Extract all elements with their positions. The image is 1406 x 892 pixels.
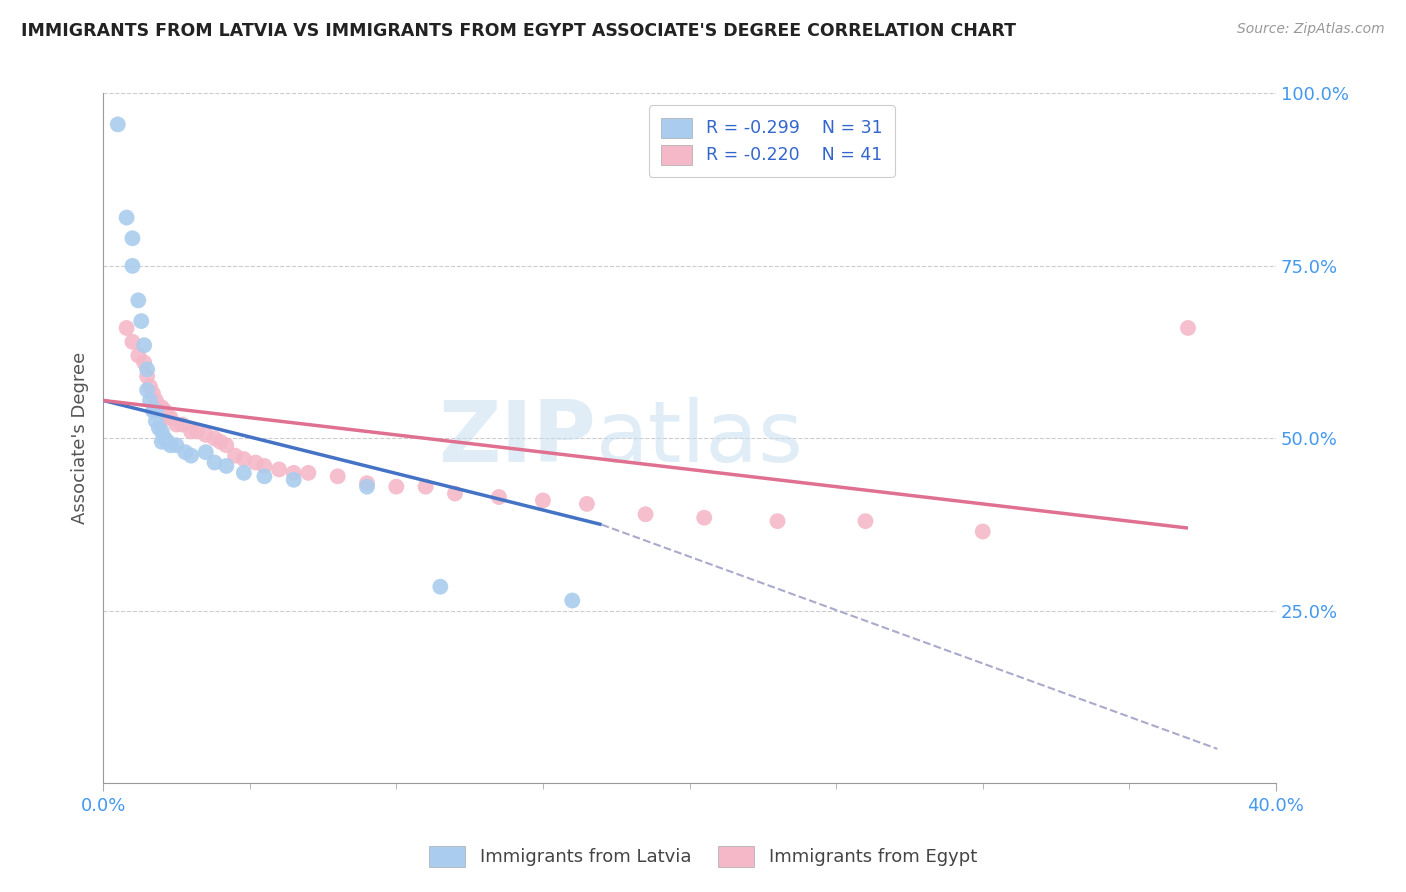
Point [429, 580, 451, 594]
Point [224, 449, 246, 463]
Point [253, 469, 276, 483]
Point [153, 431, 176, 445]
Point [180, 449, 202, 463]
Point [693, 510, 716, 524]
Point [139, 393, 162, 408]
Point [297, 466, 319, 480]
Text: IMMIGRANTS FROM LATVIA VS IMMIGRANTS FROM EGYPT ASSOCIATE'S DEGREE CORRELATION C: IMMIGRANTS FROM LATVIA VS IMMIGRANTS FRO… [21, 22, 1017, 40]
Point [115, 211, 138, 225]
Point [194, 445, 217, 459]
Y-axis label: Associate's Degree: Associate's Degree [72, 352, 89, 524]
Point [145, 393, 167, 408]
Point [139, 379, 162, 393]
Point [855, 514, 877, 528]
Point [634, 508, 657, 522]
Point [488, 490, 510, 504]
Point [575, 497, 598, 511]
Point [142, 403, 165, 417]
Point [156, 410, 179, 425]
Point [150, 425, 173, 439]
Point [136, 362, 159, 376]
Point [253, 458, 276, 473]
Point [150, 434, 173, 449]
Point [142, 386, 165, 401]
Point [356, 476, 378, 491]
Point [1177, 321, 1199, 335]
Text: ZIP: ZIP [437, 397, 596, 480]
Point [159, 410, 181, 425]
Point [159, 438, 181, 452]
Legend: R = -0.299    N = 31, R = -0.220    N = 41: R = -0.299 N = 31, R = -0.220 N = 41 [648, 105, 894, 177]
Point [127, 349, 149, 363]
Point [561, 593, 583, 607]
Point [194, 428, 217, 442]
Point [215, 458, 238, 473]
Point [129, 314, 152, 328]
Point [972, 524, 994, 539]
Point [165, 417, 187, 432]
Point [107, 117, 129, 131]
Point [145, 403, 167, 417]
Point [232, 466, 254, 480]
Point [121, 334, 143, 349]
Point [148, 421, 170, 435]
Point [134, 338, 156, 352]
Point [136, 369, 159, 384]
Point [156, 434, 179, 449]
Legend: Immigrants from Latvia, Immigrants from Egypt: Immigrants from Latvia, Immigrants from … [422, 838, 984, 874]
Point [766, 514, 789, 528]
Point [204, 456, 226, 470]
Point [115, 321, 138, 335]
Point [180, 425, 202, 439]
Point [134, 355, 156, 369]
Point [385, 480, 408, 494]
Point [186, 425, 208, 439]
Point [121, 231, 143, 245]
Point [153, 403, 176, 417]
Point [531, 493, 554, 508]
Point [245, 456, 267, 470]
Point [172, 417, 194, 432]
Point [444, 486, 467, 500]
Point [232, 452, 254, 467]
Point [283, 466, 305, 480]
Point [165, 438, 187, 452]
Point [215, 438, 238, 452]
Point [415, 480, 437, 494]
Point [356, 480, 378, 494]
Text: Source: ZipAtlas.com: Source: ZipAtlas.com [1237, 22, 1385, 37]
Point [283, 473, 305, 487]
Point [127, 293, 149, 308]
Point [326, 469, 349, 483]
Point [267, 462, 290, 476]
Text: atlas: atlas [596, 397, 804, 480]
Point [204, 431, 226, 445]
Point [209, 434, 232, 449]
Point [121, 259, 143, 273]
Point [145, 414, 167, 428]
Point [136, 383, 159, 397]
Point [174, 445, 197, 459]
Point [150, 401, 173, 415]
